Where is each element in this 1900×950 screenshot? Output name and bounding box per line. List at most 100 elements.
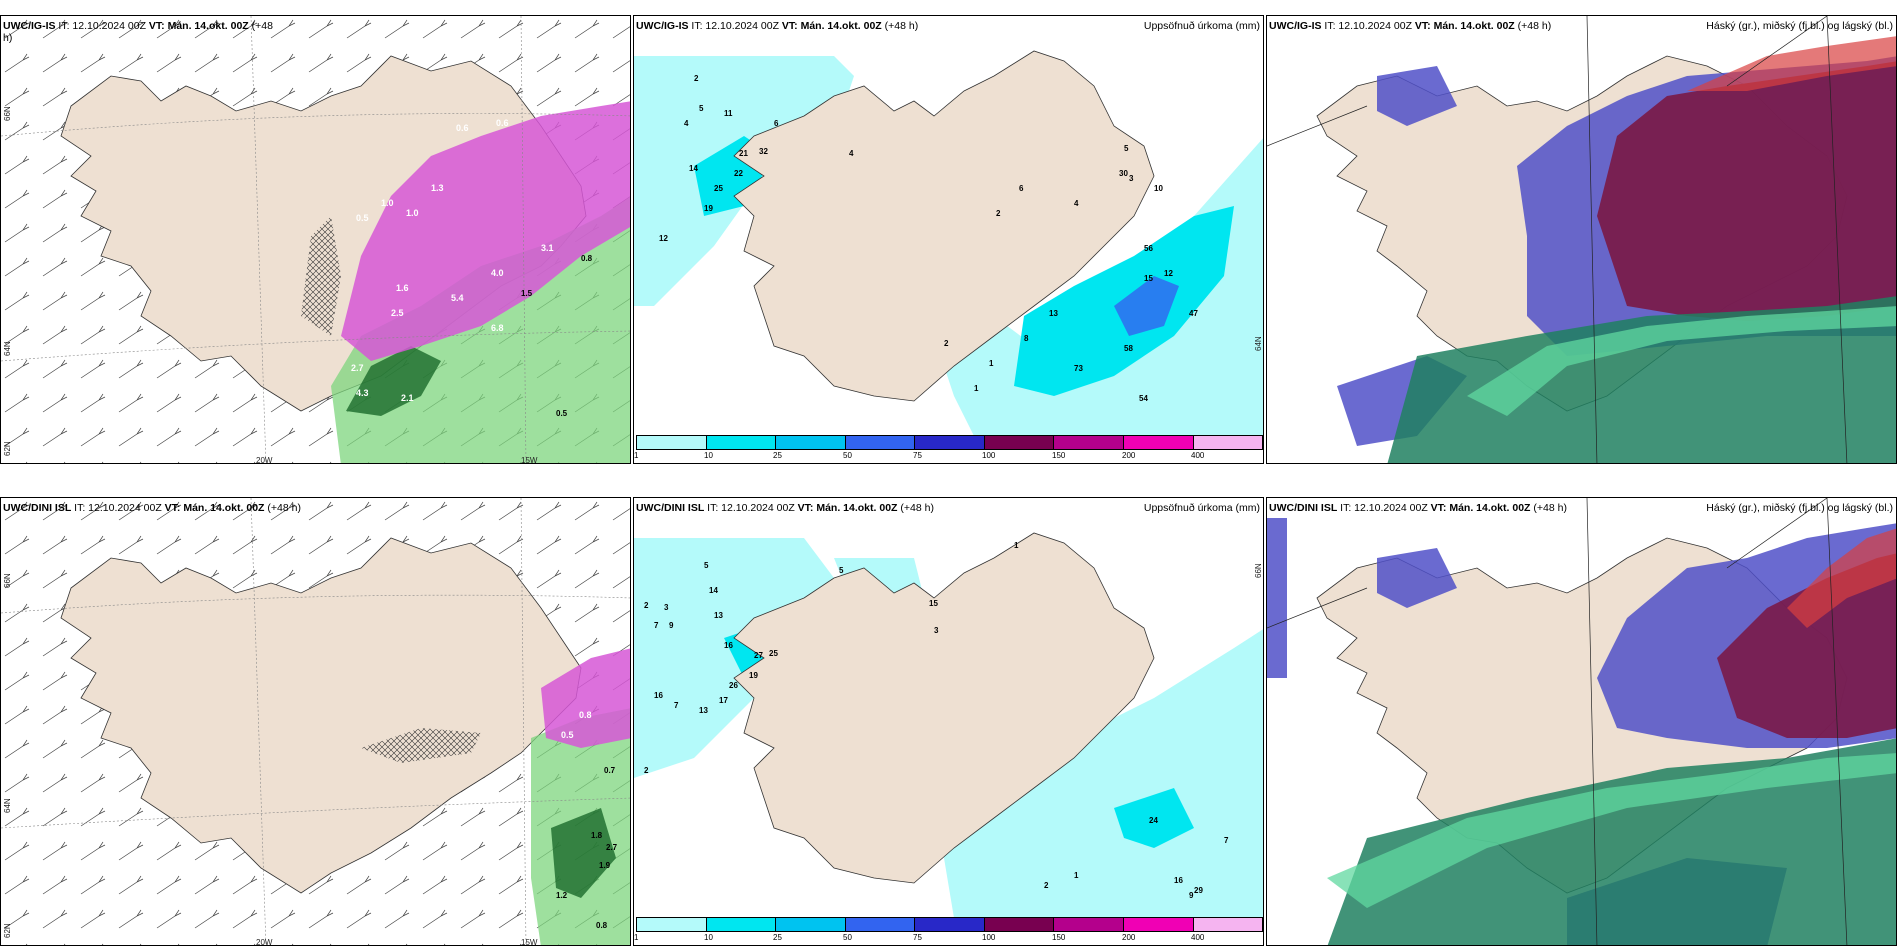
- precip-values: 0.6 1.0 1.3 1.6 0.5 2.5 3.1 4.0 5.4 6.8 …: [351, 118, 593, 418]
- svg-text:15: 15: [1144, 274, 1153, 283]
- precip-dark-green: [551, 808, 616, 898]
- lon-line: [250, 498, 527, 945]
- map-panel-top-middle: UWC/IG-IS IT: 12.10.2024 00Z VT: Mán. 14…: [633, 15, 1264, 464]
- svg-text:2: 2: [944, 339, 949, 348]
- svg-text:15: 15: [929, 599, 938, 608]
- colorbar-ticks: 1 10 25 50 75 100 150 200 400: [634, 933, 1263, 945]
- valid-time: VT: Mán. 14.okt. 00Z: [781, 20, 882, 32]
- lat-label: 62N: [3, 923, 12, 938]
- lead-time: (+48 h): [1533, 502, 1567, 514]
- precip-magenta-area: [541, 648, 630, 748]
- swatch: [1123, 918, 1194, 931]
- precip-values: 2 4 5 11 21 32 22 25 19 14 12 6 4 1 2 8 …: [659, 74, 1198, 403]
- lat-label: 64N: [1254, 336, 1263, 351]
- svg-text:30: 30: [1119, 169, 1128, 178]
- svg-text:2: 2: [996, 209, 1001, 218]
- swatch: [1193, 436, 1263, 449]
- svg-text:73: 73: [1074, 364, 1083, 373]
- svg-text:0.5: 0.5: [561, 730, 574, 740]
- svg-text:13: 13: [699, 706, 708, 715]
- precip-cyan: [694, 136, 1234, 396]
- svg-text:1.2: 1.2: [556, 891, 568, 900]
- map-canvas: [1267, 16, 1896, 463]
- iceland-land: [60, 537, 582, 894]
- svg-text:4: 4: [1074, 199, 1079, 208]
- panel-title: Háský (gr.), miðský (fj.bl.) og lágský (…: [1706, 20, 1893, 32]
- svg-text:0.5: 0.5: [556, 409, 568, 418]
- lat-label: 62N: [3, 441, 12, 456]
- svg-text:0.5: 0.5: [356, 213, 369, 223]
- swatch: [776, 918, 846, 931]
- svg-text:2: 2: [644, 601, 649, 610]
- swatch: [984, 436, 1055, 449]
- high-cloud-area: [1597, 61, 1896, 321]
- svg-text:5: 5: [1124, 144, 1129, 153]
- colorbar: 1 10 25 50 75 100 150 200 400: [634, 917, 1263, 945]
- svg-text:12: 12: [1164, 269, 1173, 278]
- svg-text:10: 10: [1154, 184, 1163, 193]
- iceland-land: [733, 50, 1155, 402]
- svg-text:1: 1: [1014, 541, 1019, 550]
- svg-text:1.6: 1.6: [396, 283, 409, 293]
- swatch: [1123, 436, 1194, 449]
- svg-text:26: 26: [729, 681, 738, 690]
- precip-magenta-area: [341, 101, 630, 361]
- swatch: [637, 918, 707, 931]
- tick: 1: [634, 933, 639, 942]
- svg-text:47: 47: [1189, 309, 1198, 318]
- svg-text:17: 17: [719, 696, 728, 705]
- valid-time: VT: Mán. 14.okt. 00Z: [797, 502, 898, 514]
- svg-text:1.9: 1.9: [599, 861, 611, 870]
- svg-text:13: 13: [714, 611, 723, 620]
- svg-text:6: 6: [774, 119, 779, 128]
- swatch: [845, 918, 916, 931]
- lead-time: (+48: [251, 20, 273, 32]
- lat-label: 64N: [3, 341, 12, 356]
- svg-text:13: 13: [1049, 309, 1058, 318]
- init-time: IT: 12.10.2024 00Z: [1340, 502, 1428, 514]
- lead-time: (+48 h): [267, 502, 301, 514]
- precip-dark-green: [346, 346, 441, 416]
- panel-header: UWC/DINI ISL IT: 12.10.2024 00Z VT: Mán.…: [1269, 502, 1567, 514]
- svg-text:0.6: 0.6: [496, 118, 509, 128]
- high-cloud-red-edge: [1787, 528, 1896, 628]
- hatched-area: [301, 216, 341, 336]
- svg-text:3: 3: [1129, 174, 1134, 183]
- map-canvas: 5 7 2 3 9 14 13 16 27 25 19 26 17 13 16 …: [634, 532, 1263, 918]
- low-cloud-area: [1327, 738, 1896, 945]
- svg-text:19: 19: [749, 671, 758, 680]
- swatch: [1054, 918, 1124, 931]
- svg-text:1.3: 1.3: [431, 183, 444, 193]
- map-panel-bottom-left: UWC/DINI ISL IT: 12.10.2024 00Z VT: Mán.…: [0, 497, 631, 946]
- svg-text:9: 9: [1189, 891, 1194, 900]
- lat-label: 64N: [3, 798, 12, 813]
- tick: 200: [1122, 451, 1136, 460]
- tick: 200: [1122, 933, 1136, 942]
- tick: 10: [704, 451, 713, 460]
- panel-header: UWC/DINI ISL IT: 12.10.2024 00Z VT: Mán.…: [3, 502, 301, 514]
- model-name: UWC/DINI ISL: [3, 502, 72, 514]
- map-canvas: 0.6 1.0 1.3 1.6 0.5 2.5 3.1 4.0 5.4 6.8 …: [1, 16, 630, 463]
- precip-blue: [1114, 276, 1179, 336]
- colorbar: 1 10 25 50 75 100 150 200 400: [634, 435, 1263, 463]
- svg-text:7: 7: [674, 701, 679, 710]
- low-cloud-area: [1387, 296, 1896, 463]
- svg-text:2.1: 2.1: [401, 393, 414, 403]
- mid-cloud-west: [1337, 66, 1467, 446]
- precip-values: 0.7 1.8 2.7 1.9 1.2 0.8 0.5 0.8: [556, 710, 618, 930]
- high-cloud-area: [1717, 553, 1896, 738]
- svg-text:8: 8: [1024, 334, 1029, 343]
- init-time: IT: 12.10.2024 00Z: [74, 502, 162, 514]
- map-canvas: 0.7 1.8 2.7 1.9 1.2 0.8 0.5 0.8: [1, 498, 630, 945]
- svg-text:1: 1: [1074, 871, 1079, 880]
- svg-text:2: 2: [694, 74, 699, 83]
- init-time: IT: 12.10.2024 00Z: [58, 20, 146, 32]
- lat-label: 66N: [3, 573, 12, 588]
- low-cloud-bright: [1467, 306, 1896, 416]
- tick: 10: [704, 933, 713, 942]
- model-name: UWC/IG-IS: [636, 20, 689, 32]
- swatch: [984, 918, 1055, 931]
- svg-text:0.8: 0.8: [579, 710, 592, 720]
- precip-values: 5 7 2 3 9 14 13 16 27 25 19 26 17 13 16 …: [644, 541, 1229, 900]
- tick: 400: [1191, 933, 1205, 942]
